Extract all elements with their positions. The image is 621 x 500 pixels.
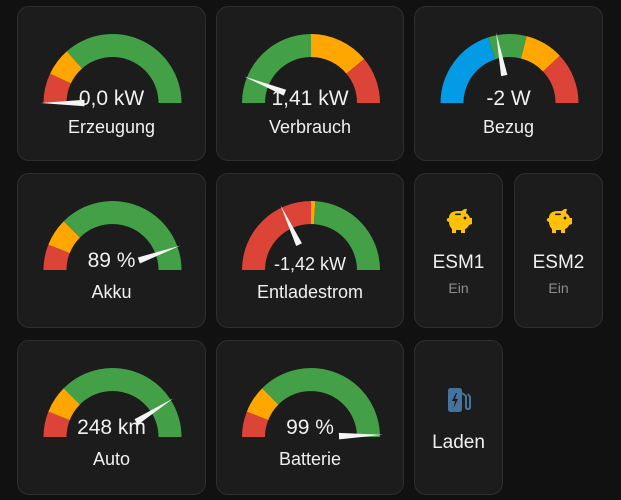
button-card-esm2[interactable]: ESM2 Ein: [514, 173, 603, 328]
gauge-segment-green: [313, 201, 380, 270]
gauge-needle: [40, 99, 85, 107]
gauge-needle: [496, 32, 508, 77]
gauge-needle: [244, 76, 287, 96]
gauge-card-erzeugung[interactable]: 0,0 kW Erzeugung: [17, 6, 206, 161]
gauge-segment-yellow: [48, 221, 80, 254]
piggy-bank-icon: [515, 207, 602, 240]
gauge-value: -2 W: [486, 87, 531, 110]
gauge-needle: [338, 432, 383, 440]
gauge-label: Bezug: [482, 117, 535, 137]
gauge-label: Batterie: [278, 449, 342, 469]
gauge-needle: [134, 398, 174, 425]
gauge-card-entladestrom[interactable]: -1,42 kW Entladestrom: [216, 173, 404, 328]
gauge-segment-green: [63, 368, 182, 437]
gauge-segment-red: [543, 55, 579, 103]
gauge-value: 99 %: [286, 416, 334, 439]
gauge-arc: [242, 201, 380, 270]
button-state: Ein: [548, 280, 569, 296]
gauge-needle: [137, 245, 181, 264]
gauge-segment-yellow: [311, 34, 365, 74]
button-state: Ein: [448, 280, 469, 296]
gauge-segment-red: [242, 201, 311, 270]
button-card-laden[interactable]: Laden: [414, 340, 503, 495]
gauge-segment-yellow: [520, 36, 560, 72]
gauge-segment-yellow: [246, 388, 279, 421]
gauge-arc: [40, 34, 182, 107]
gauge-label: Entladestrom: [256, 282, 364, 302]
gauge-segment-red: [43, 411, 70, 437]
gauge-card-batterie[interactable]: 99 % Batterie: [216, 340, 404, 495]
ev-station-icon: [415, 385, 502, 420]
gauge-label: Akku: [91, 282, 132, 302]
gauge-segment-green: [63, 201, 182, 270]
gauge-arc: [43, 368, 182, 437]
gauge-card-bezug[interactable]: -2 W Bezug: [414, 6, 603, 161]
gauge-needle: [280, 204, 302, 247]
button-label: Laden: [432, 432, 485, 453]
gauge-segment-yellow: [311, 201, 316, 225]
gauge-card-verbrauch[interactable]: 1,41 kW Verbrauch: [216, 6, 404, 161]
gauge-value: -1,42 kW: [273, 254, 347, 274]
gauge-segment-yellow: [50, 51, 83, 84]
gauge-arc: [242, 34, 380, 103]
gauge-label: Auto: [92, 449, 131, 469]
gauge-segment-red: [242, 411, 269, 437]
gauge-label: Erzeugung: [67, 117, 156, 137]
gauge-arc: [440, 32, 579, 103]
gauge-arc: [43, 201, 182, 270]
gauge-card-akku[interactable]: 89 % Akku: [17, 173, 206, 328]
gauge-card-auto[interactable]: 248 km Auto: [17, 340, 206, 495]
gauge-segment-red: [346, 59, 380, 103]
button-label: ESM2: [532, 252, 585, 273]
gauge-value: 89 %: [87, 249, 136, 272]
gauge-segment-green: [66, 34, 182, 103]
gauge-value: 1,41 kW: [271, 87, 349, 110]
button-card-esm1[interactable]: ESM1 Ein: [414, 173, 503, 328]
gauge-segment-blue: [440, 37, 496, 103]
button-label: ESM1: [432, 252, 485, 273]
piggy-bank-icon: [415, 207, 502, 240]
gauge-value: 248 km: [77, 416, 146, 439]
gauge-label: Verbrauch: [268, 117, 352, 137]
gauge-segment-green: [242, 34, 311, 103]
gauge-segment-yellow: [48, 388, 80, 421]
gauge-value: 0,0 kW: [78, 87, 145, 110]
gauge-arc: [242, 368, 383, 440]
gauge-segment-red: [43, 244, 70, 270]
gauge-segment-red: [43, 73, 71, 103]
gauge-segment-green: [262, 368, 380, 437]
